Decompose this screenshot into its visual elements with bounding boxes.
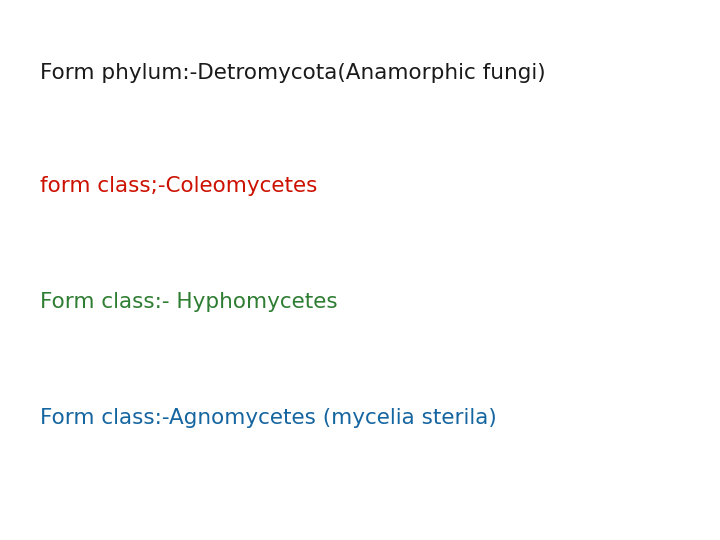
Text: Form class:-Agnomycetes (mycelia sterila): Form class:-Agnomycetes (mycelia sterila…: [40, 408, 496, 429]
Text: Form class:- Hyphomycetes: Form class:- Hyphomycetes: [40, 292, 337, 313]
Text: Form phylum:-Detromycota(Anamorphic fungi): Form phylum:-Detromycota(Anamorphic fung…: [40, 63, 545, 83]
Text: form class;-Coleomycetes: form class;-Coleomycetes: [40, 176, 317, 197]
